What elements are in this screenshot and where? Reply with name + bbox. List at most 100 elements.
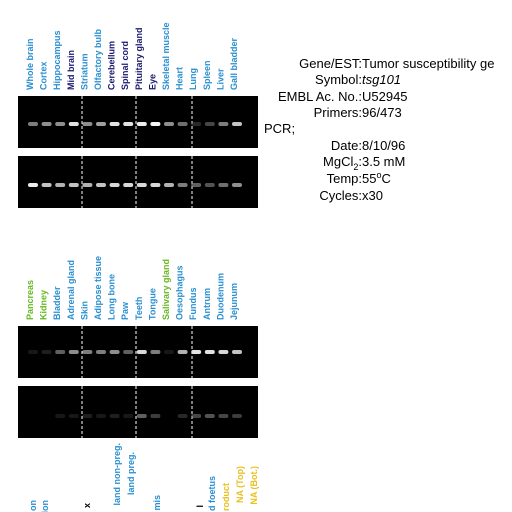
gel-band xyxy=(232,122,242,126)
gel-band xyxy=(68,414,79,418)
lane-label: l xyxy=(195,505,205,508)
lane-label: Whole brain xyxy=(25,39,35,91)
gel-band xyxy=(82,122,93,126)
gel-band xyxy=(204,350,215,354)
lane-label: Lung xyxy=(188,68,198,90)
info-label: Date: xyxy=(331,138,362,153)
gel-band xyxy=(41,350,52,354)
gel-band xyxy=(191,414,202,418)
lane-label: Liver xyxy=(215,68,225,90)
lane-label: Long bone xyxy=(107,274,117,320)
info-label: Cycles: xyxy=(319,188,362,203)
lane-label: Adrenal gland xyxy=(66,260,76,320)
lane-label: d foetus xyxy=(207,476,217,511)
gel-band xyxy=(96,350,106,354)
lane-label: Skin xyxy=(79,301,89,320)
gel-band xyxy=(177,350,188,354)
lane-label: x xyxy=(82,503,92,508)
gel-band xyxy=(191,122,202,126)
gel-panel-1 xyxy=(18,96,258,208)
gel-band xyxy=(82,414,93,418)
info-label: Temp: xyxy=(327,171,362,186)
gel-band xyxy=(232,350,242,354)
lane-label: NA (Bot.) xyxy=(249,466,259,505)
gel-band xyxy=(96,122,106,126)
lane-label: Gall bladder xyxy=(229,37,239,90)
lane-label: Cerebellum xyxy=(107,41,117,90)
gel-band xyxy=(164,122,174,126)
gel-image xyxy=(18,156,258,208)
lane-label: Antrum xyxy=(202,288,212,320)
lane-label: roduct xyxy=(221,483,231,511)
lane-label: Jejunum xyxy=(229,283,239,320)
gel-band xyxy=(204,414,215,418)
gel-band xyxy=(123,183,134,187)
gel-band xyxy=(164,350,174,354)
gel-band xyxy=(96,183,106,187)
gel-band xyxy=(191,350,202,354)
gel-band xyxy=(123,414,134,418)
gel-band xyxy=(28,350,38,354)
info-heading: PCR; xyxy=(264,121,295,136)
gel-band xyxy=(55,350,66,354)
gel-band xyxy=(232,183,242,187)
gel-band xyxy=(109,350,120,354)
lane-label: lon xyxy=(40,500,50,512)
gel-image xyxy=(18,386,258,438)
gel-band xyxy=(41,122,52,126)
info-block: Gene/EST: Tumor susceptibility ge Symbol… xyxy=(264,56,494,203)
lane-label: Adipose tissue xyxy=(93,256,103,320)
lane-label: Skeletal muscle xyxy=(161,22,171,90)
lane-label: Paw xyxy=(120,301,130,320)
lane-label: on xyxy=(28,500,38,511)
lane-label: Duodenum xyxy=(215,273,225,320)
gel-band xyxy=(109,122,120,126)
gel-band xyxy=(109,414,120,418)
gel-band xyxy=(164,183,174,187)
gel-band xyxy=(136,414,147,418)
gel-band xyxy=(218,122,229,126)
lane-label: Oesophagus xyxy=(175,265,185,320)
lane-label: Hippocampus xyxy=(52,30,62,90)
gel-band xyxy=(204,183,215,187)
gel-band xyxy=(82,183,93,187)
lane-label: Teeth xyxy=(134,297,144,320)
lane-label: NA (Top) xyxy=(235,466,245,503)
info-label: MgCl2: xyxy=(323,154,362,172)
gel-band xyxy=(28,183,38,187)
gel-panel-2 xyxy=(18,326,258,438)
info-value: 8/10/96 xyxy=(362,138,405,153)
gel-band xyxy=(204,122,215,126)
gel-band xyxy=(82,350,93,354)
lane-label: Mid brain xyxy=(66,50,76,90)
gel-band xyxy=(109,183,120,187)
gel-band xyxy=(41,183,52,187)
gel-band xyxy=(150,183,161,187)
lane-label: land preg. xyxy=(126,452,136,495)
info-value: 3.5 mM xyxy=(362,154,405,169)
info-value: 96/473 xyxy=(362,105,402,120)
lane-label: Eye xyxy=(147,74,157,90)
lane-label: Spleen xyxy=(202,60,212,90)
gel-band xyxy=(177,183,188,187)
gel-band xyxy=(123,350,134,354)
lane-label: Pancreas xyxy=(25,280,35,320)
lane-label: land non-preg. xyxy=(112,443,122,506)
lane-label: Striatum xyxy=(79,53,89,90)
lane-label: Fundus xyxy=(188,288,198,321)
info-value: Tumor susceptibility ge xyxy=(362,56,494,71)
lane-label: Salivary gland xyxy=(161,259,171,320)
gel-band xyxy=(191,183,202,187)
gel-band xyxy=(96,414,106,418)
temp-unit: C xyxy=(381,171,390,186)
lane-label: Spinal cord xyxy=(120,41,130,90)
colon: : xyxy=(358,154,362,169)
gel-band xyxy=(232,414,242,418)
info-value: x30 xyxy=(362,188,383,203)
lane-label: Kidney xyxy=(39,290,49,320)
lane-label: Tongue xyxy=(147,288,157,320)
gel-band xyxy=(136,122,147,126)
gel-band xyxy=(218,350,229,354)
gel-band xyxy=(136,350,147,354)
